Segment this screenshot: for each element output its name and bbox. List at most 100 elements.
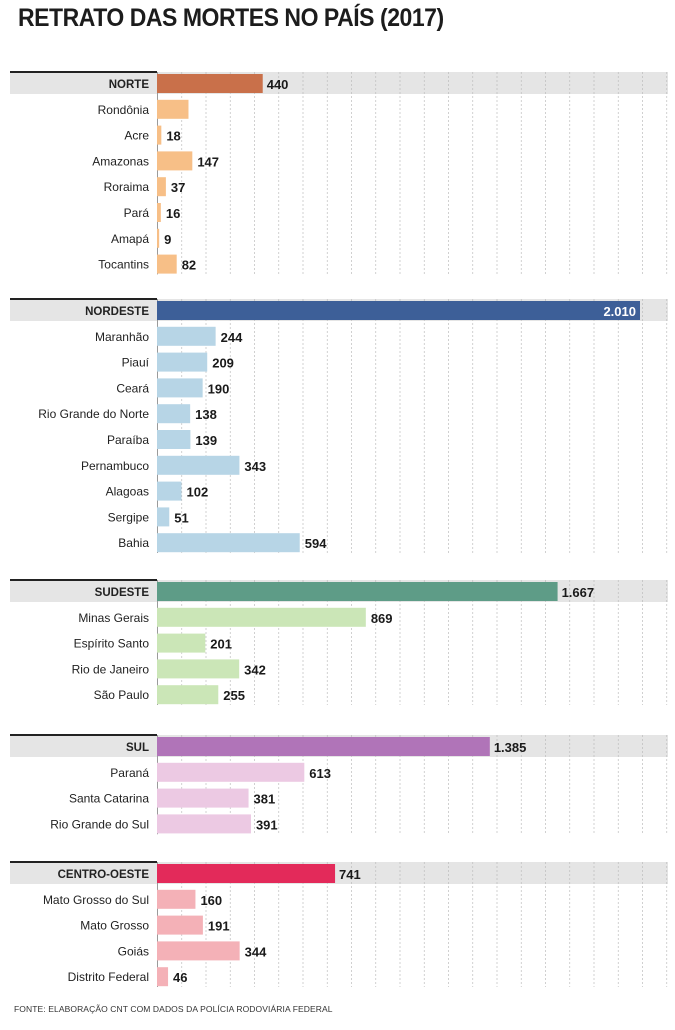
bar-rondonia	[157, 99, 189, 119]
state-label: Distrito Federal	[68, 970, 149, 984]
state-label: Rondônia	[98, 103, 150, 117]
state-value-label: 82	[182, 258, 196, 273]
chart-title: RETRATO DAS MORTES NO PAÍS (2017)	[18, 4, 444, 32]
group-norte: NORTE 440 Rondônia Acre 18 Amazonas 147 Roraima…	[10, 71, 668, 275]
bar-rio-de-janeiro	[157, 659, 240, 679]
state-value-label: 343	[244, 459, 266, 474]
bar-rio-grande-do-sul	[157, 814, 251, 834]
group-sudeste: SUDESTE 1.667 Minas Gerais 869 Espírito Sant…	[10, 579, 668, 705]
state-label: Bahia	[118, 536, 149, 550]
region-label: SUL	[126, 742, 149, 754]
state-value-label: 9	[164, 232, 171, 247]
state-value-label: 244	[221, 330, 243, 345]
state-label: Amapá	[111, 232, 149, 246]
state-label: Sergipe	[108, 510, 150, 524]
bar-region-sul	[157, 737, 490, 756]
state-value-label: 138	[195, 407, 217, 422]
state-value-label: 594	[305, 536, 327, 551]
state-value-label: 16	[166, 206, 180, 221]
state-value-label: 37	[171, 180, 185, 195]
state-label: Pará	[124, 206, 150, 220]
state-label: Rio de Janeiro	[72, 662, 150, 676]
bar-maranhao	[157, 326, 216, 346]
state-value-label: 381	[254, 792, 276, 807]
region-header-rule	[10, 734, 157, 736]
state-label: Minas Gerais	[78, 611, 149, 625]
state-label: Maranhão	[95, 330, 149, 344]
bar-acre	[157, 125, 162, 145]
bar-region-centro-oeste	[157, 864, 336, 883]
region-value-label: 440	[267, 77, 289, 92]
region-value-label: 741	[339, 867, 361, 882]
bar-para	[157, 203, 161, 222]
state-value-label: 18	[166, 129, 180, 144]
state-label: Rio Grande do Sul	[50, 817, 149, 831]
state-value-label: 869	[371, 611, 393, 626]
state-value-label: 190	[208, 381, 230, 396]
state-label: Piauí	[122, 356, 150, 370]
state-label: Goiás	[118, 944, 149, 958]
bar-santa-catarina	[157, 788, 249, 808]
bar-minas-gerais	[157, 607, 366, 627]
state-value-label: 613	[309, 766, 331, 781]
bar-alagoas	[157, 481, 182, 501]
state-label: Ceará	[116, 381, 149, 395]
state-label: Mato Grosso	[80, 919, 149, 933]
state-value-label: 51	[174, 510, 188, 525]
state-value-label: 342	[244, 662, 266, 677]
group-sul: SUL 1.385 Paraná 613 Santa Catarina 381 Rio Gr…	[10, 734, 668, 835]
region-value-label: 2.010	[603, 304, 636, 319]
state-label: Espírito Santo	[74, 637, 150, 651]
source-note: FONTE: ELABORAÇÃO CNT COM DADOS DA POLÍC…	[14, 1004, 333, 1014]
group-nordeste: NORDESTE 2.010 Maranhão 244 Piauí 209 Ceará 190…	[10, 298, 668, 553]
bar-region-sudeste	[157, 582, 558, 601]
region-label: CENTRO-OESTE	[58, 869, 150, 881]
state-label: Paraíba	[107, 433, 149, 447]
bar-ceara	[157, 378, 203, 398]
bar-amazonas	[157, 151, 193, 171]
state-label: Tocantins	[98, 258, 149, 272]
state-label: Rio Grande do Norte	[38, 407, 149, 421]
bar-rio-grande-do-norte	[157, 404, 191, 424]
state-label: Mato Grosso do Sul	[43, 893, 149, 907]
state-value-label: 391	[256, 817, 278, 832]
state-label: Pernambuco	[81, 459, 149, 473]
state-value-label: 139	[195, 433, 217, 448]
region-label: NORTE	[109, 79, 150, 91]
bar-goias	[157, 941, 240, 961]
bar-paraiba	[157, 430, 191, 449]
bar-espirito-santo	[157, 633, 206, 653]
state-label: Alagoas	[106, 485, 149, 499]
bar-mato-grosso-do-sul	[157, 889, 196, 909]
bar-sergipe	[157, 507, 170, 527]
state-value-label: 209	[212, 356, 234, 371]
region-value-label: 1.385	[494, 740, 527, 755]
region-header-rule	[10, 579, 157, 581]
bar-distrito-federal	[157, 967, 169, 987]
bar-amapa	[157, 228, 160, 248]
bar-bahia	[157, 533, 300, 553]
region-label: SUDESTE	[95, 587, 150, 599]
state-value-label: 147	[197, 154, 219, 169]
state-label: Roraima	[104, 180, 150, 194]
state-value-label: 102	[187, 485, 209, 500]
state-label: São Paulo	[94, 688, 150, 702]
state-value-label: 160	[200, 893, 222, 908]
bar-roraima	[157, 177, 166, 197]
bar-piaui	[157, 352, 208, 372]
bar-region-nordeste	[157, 301, 640, 320]
bar-tocantins	[157, 254, 177, 274]
region-header-rule	[10, 71, 157, 73]
state-value-label: 201	[210, 637, 232, 652]
state-value-label: 46	[173, 970, 187, 985]
state-value-label: 191	[208, 919, 230, 934]
region-label: NORDESTE	[85, 306, 149, 318]
region-header-rule	[10, 861, 157, 863]
region-value-label: 1.667	[562, 585, 595, 600]
state-label: Amazonas	[92, 154, 149, 168]
state-label: Acre	[124, 129, 149, 143]
bar-mato-grosso	[157, 915, 203, 935]
bar-region-norte	[157, 74, 263, 93]
bar-pernambuco	[157, 455, 240, 475]
